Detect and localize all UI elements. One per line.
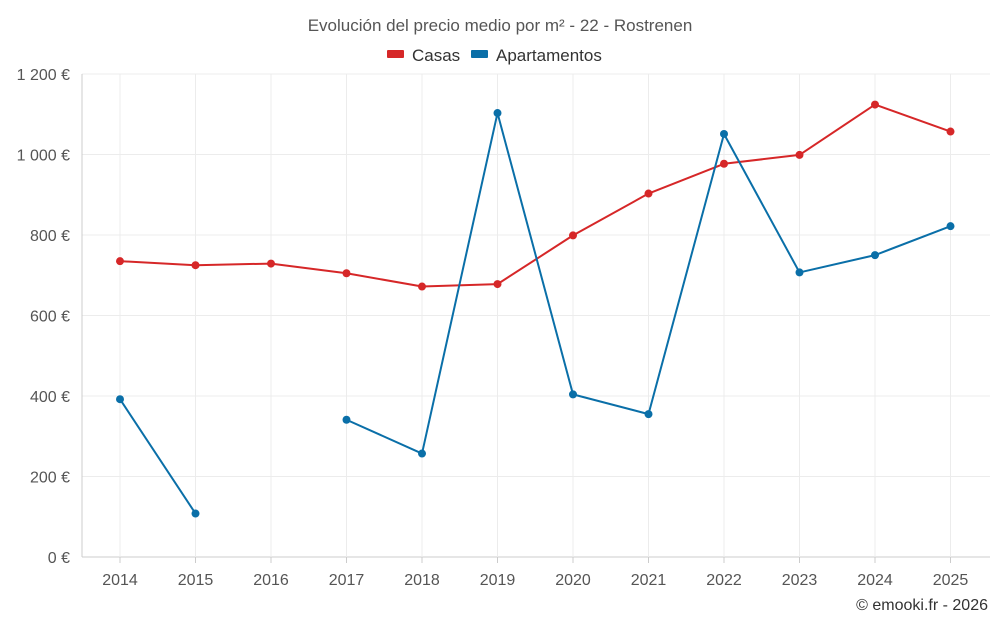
data-point-apartamentos bbox=[493, 109, 502, 118]
series-line-casas bbox=[119, 103, 952, 288]
data-point-apartamentos bbox=[871, 251, 879, 260]
x-tick-label: 2019 bbox=[480, 572, 516, 589]
data-point-casas bbox=[946, 127, 955, 136]
data-point-apartamentos bbox=[644, 410, 653, 419]
x-tick-label: 2025 bbox=[933, 572, 969, 589]
data-point-casas bbox=[795, 150, 804, 159]
legend-swatch-apartamentos bbox=[471, 50, 488, 58]
series-group bbox=[116, 100, 955, 518]
y-tick-label: 600 € bbox=[30, 309, 70, 326]
data-point-casas bbox=[342, 269, 351, 278]
legend-item-apartamentos: Apartamentos bbox=[471, 46, 602, 65]
series-line-apartamentos bbox=[119, 398, 197, 515]
data-point-casas bbox=[720, 159, 728, 168]
data-point-apartamentos bbox=[191, 509, 200, 518]
data-point-casas bbox=[569, 231, 577, 240]
y-tick-label: 400 € bbox=[30, 389, 70, 406]
series-apartamentos bbox=[116, 109, 955, 518]
x-tick-label: 2016 bbox=[253, 572, 289, 589]
legend-label-casas: Casas bbox=[412, 46, 460, 65]
data-point-apartamentos bbox=[418, 449, 426, 458]
data-point-casas bbox=[116, 257, 124, 266]
data-point-apartamentos bbox=[116, 395, 124, 404]
chart-title: Evolución del precio medio por m² - 22 -… bbox=[308, 16, 693, 35]
y-axis: 0 € 200 € 400 € 600 € 800 € 1 000 € 1 200 € bbox=[17, 67, 83, 567]
legend-swatch-casas bbox=[387, 50, 404, 58]
x-tick-label: 2021 bbox=[631, 572, 667, 589]
grid bbox=[82, 73, 990, 558]
x-tick-label: 2015 bbox=[178, 572, 214, 589]
y-tick-label: 1 200 € bbox=[17, 67, 70, 84]
y-tick-label: 1 000 € bbox=[17, 148, 70, 165]
data-point-casas bbox=[191, 261, 200, 270]
x-tick-label: 2020 bbox=[555, 572, 591, 589]
x-tick-label: 2023 bbox=[782, 572, 818, 589]
data-point-apartamentos bbox=[795, 268, 804, 277]
y-tick-label: 200 € bbox=[30, 470, 70, 487]
data-point-apartamentos bbox=[342, 415, 351, 424]
x-tick-label: 2024 bbox=[857, 572, 893, 589]
x-tick-label: 2017 bbox=[329, 572, 365, 589]
footer-credit: © emooki.fr - 2026 bbox=[856, 597, 988, 614]
data-point-casas bbox=[493, 280, 502, 289]
y-tick-label: 800 € bbox=[30, 228, 70, 245]
data-point-apartamentos bbox=[569, 390, 577, 399]
y-tick-label: 0 € bbox=[48, 550, 70, 567]
data-point-casas bbox=[267, 259, 275, 268]
legend: Casas Apartamentos bbox=[387, 46, 602, 65]
legend-item-casas: Casas bbox=[387, 46, 460, 65]
x-tick-label: 2018 bbox=[404, 572, 440, 589]
x-tick-label: 2014 bbox=[102, 572, 138, 589]
data-point-casas bbox=[644, 189, 653, 198]
legend-label-apartamentos: Apartamentos bbox=[496, 46, 602, 65]
data-point-apartamentos bbox=[720, 129, 728, 138]
x-tick-label: 2022 bbox=[706, 572, 742, 589]
data-point-apartamentos bbox=[946, 222, 955, 231]
series-casas bbox=[116, 100, 955, 291]
x-axis: 2014 2015 2016 2017 2018 2019 2020 2021 2022 2023… bbox=[102, 557, 968, 589]
data-point-casas bbox=[871, 100, 879, 109]
data-point-casas bbox=[418, 282, 426, 291]
